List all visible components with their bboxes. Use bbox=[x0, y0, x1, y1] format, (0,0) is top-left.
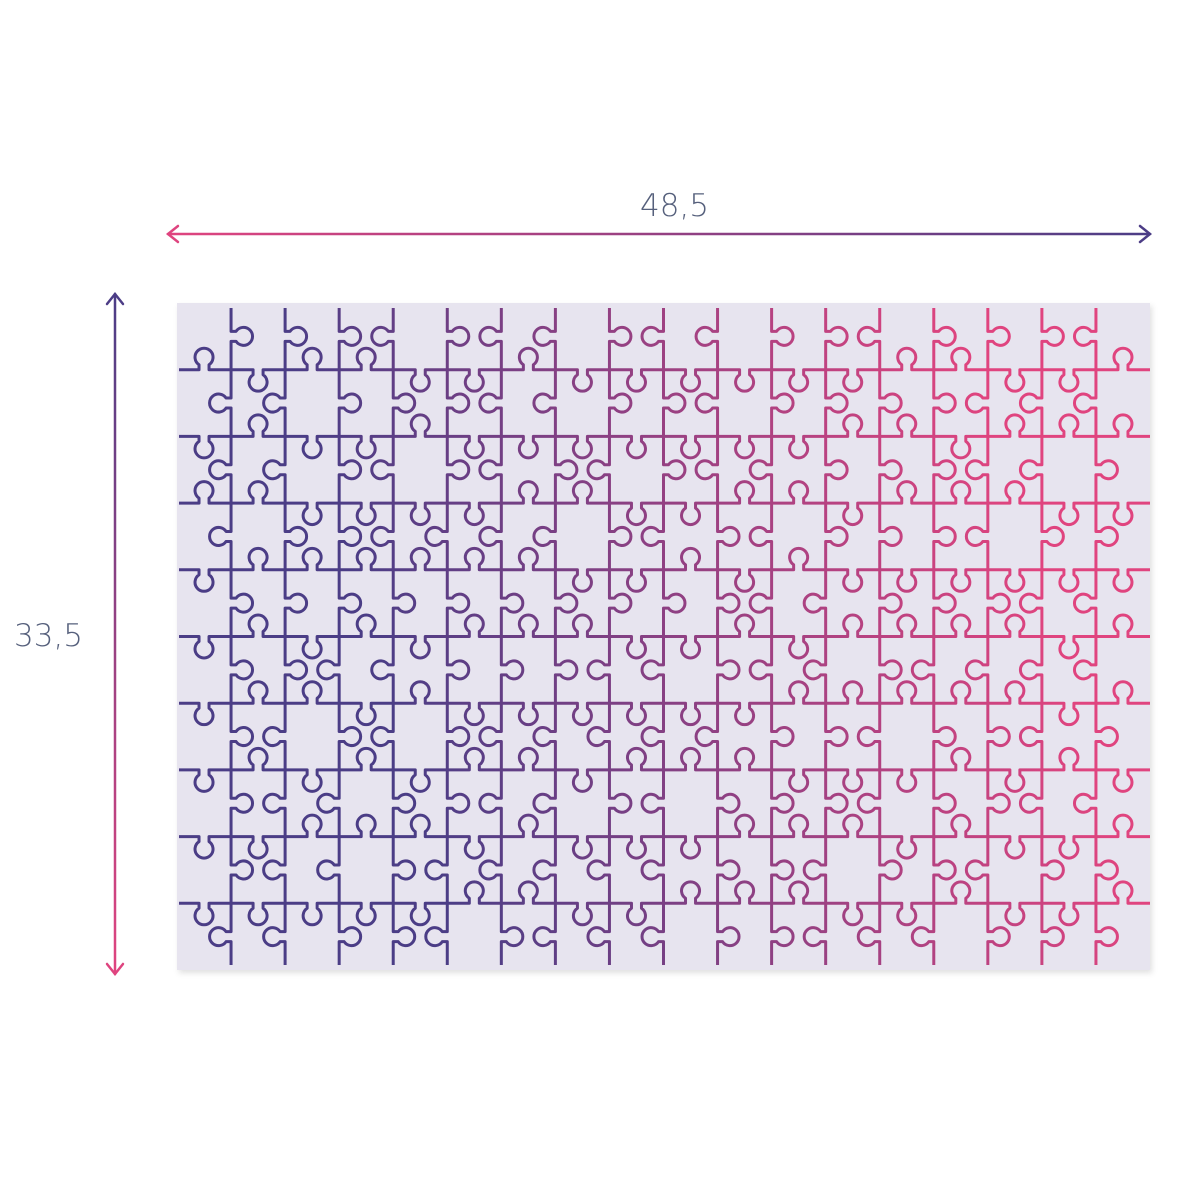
vertical-seam bbox=[856, 308, 903, 965]
height-arrow bbox=[105, 291, 125, 977]
vertical-seam bbox=[478, 308, 525, 965]
vertical-seam bbox=[640, 308, 687, 965]
vertical-seam bbox=[208, 308, 254, 965]
vertical-seam bbox=[370, 308, 417, 965]
vertical-seam bbox=[1073, 308, 1119, 965]
vertical-seam bbox=[586, 308, 633, 965]
vertical-seam bbox=[316, 308, 363, 965]
vertical-seam bbox=[424, 308, 471, 965]
vertical-seam bbox=[748, 308, 795, 965]
width-arrow bbox=[165, 224, 1153, 244]
vertical-seam bbox=[694, 308, 741, 965]
height-dimension-label: 33,5 bbox=[14, 618, 84, 654]
vertical-seam bbox=[802, 308, 849, 965]
vertical-seam bbox=[910, 308, 957, 965]
vertical-seam bbox=[262, 308, 309, 965]
width-dimension-label: 48,5 bbox=[640, 188, 710, 224]
puzzle-piece-edges bbox=[179, 308, 1150, 965]
vertical-seam bbox=[532, 308, 579, 965]
vertical-seam bbox=[1018, 308, 1065, 965]
vertical-seam bbox=[964, 308, 1011, 965]
